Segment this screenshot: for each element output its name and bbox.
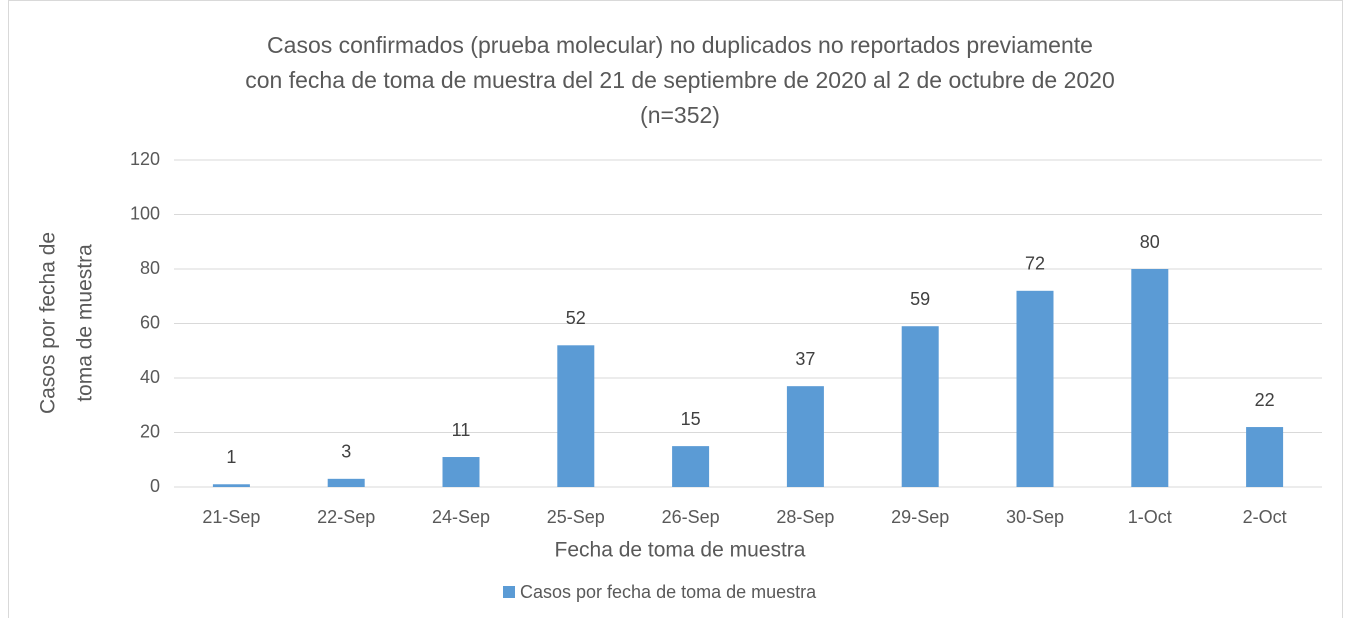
x-tick-label: 26-Sep — [662, 507, 720, 527]
chart-border — [8, 0, 1343, 618]
bar — [901, 326, 939, 487]
data-label: 1 — [226, 447, 236, 467]
bar — [672, 446, 710, 487]
bar — [212, 484, 250, 487]
y-tick-label: 20 — [140, 421, 160, 441]
data-label: 72 — [1025, 254, 1045, 274]
y-tick-label: 80 — [140, 258, 160, 278]
x-axis-title: Fecha de toma de muestra — [555, 539, 806, 562]
bar — [1016, 290, 1054, 487]
y-tick-label: 0 — [150, 476, 160, 496]
data-label: 3 — [341, 442, 351, 462]
x-tick-label: 24-Sep — [432, 507, 490, 527]
data-label: 22 — [1255, 390, 1275, 410]
bar — [327, 478, 365, 487]
bar — [1131, 269, 1169, 487]
legend-swatch — [503, 586, 515, 598]
x-tick-label: 21-Sep — [202, 507, 260, 527]
data-label: 80 — [1140, 232, 1160, 252]
data-label: 52 — [566, 308, 586, 328]
bar — [786, 386, 824, 487]
y-tick-label: 100 — [130, 203, 160, 223]
legend-label: Casos por fecha de toma de muestra — [520, 582, 817, 602]
data-label: 11 — [452, 420, 471, 440]
x-tick-label: 22-Sep — [317, 507, 375, 527]
chart-title: (n=352) — [640, 102, 720, 128]
x-tick-label: 1-Oct — [1128, 507, 1172, 527]
data-label: 37 — [795, 349, 815, 369]
y-tick-label: 40 — [140, 367, 160, 387]
y-axis-title: Casos por fecha de — [37, 232, 60, 414]
x-tick-label: 2-Oct — [1243, 507, 1287, 527]
bar — [1246, 427, 1284, 487]
chart-title: con fecha de toma de muestra del 21 de s… — [245, 67, 1115, 93]
data-label: 59 — [910, 289, 930, 309]
x-tick-label: 28-Sep — [776, 507, 834, 527]
x-tick-label: 29-Sep — [891, 507, 949, 527]
x-tick-label: 30-Sep — [1006, 507, 1064, 527]
bar — [442, 457, 480, 487]
y-tick-label: 120 — [130, 149, 160, 169]
data-label: 15 — [681, 409, 701, 429]
y-axis-title: toma de muestra — [74, 244, 97, 402]
bar — [557, 345, 595, 487]
x-tick-label: 25-Sep — [547, 507, 605, 527]
y-tick-label: 60 — [140, 312, 160, 332]
chart-title: Casos confirmados (prueba molecular) no … — [267, 32, 1093, 58]
